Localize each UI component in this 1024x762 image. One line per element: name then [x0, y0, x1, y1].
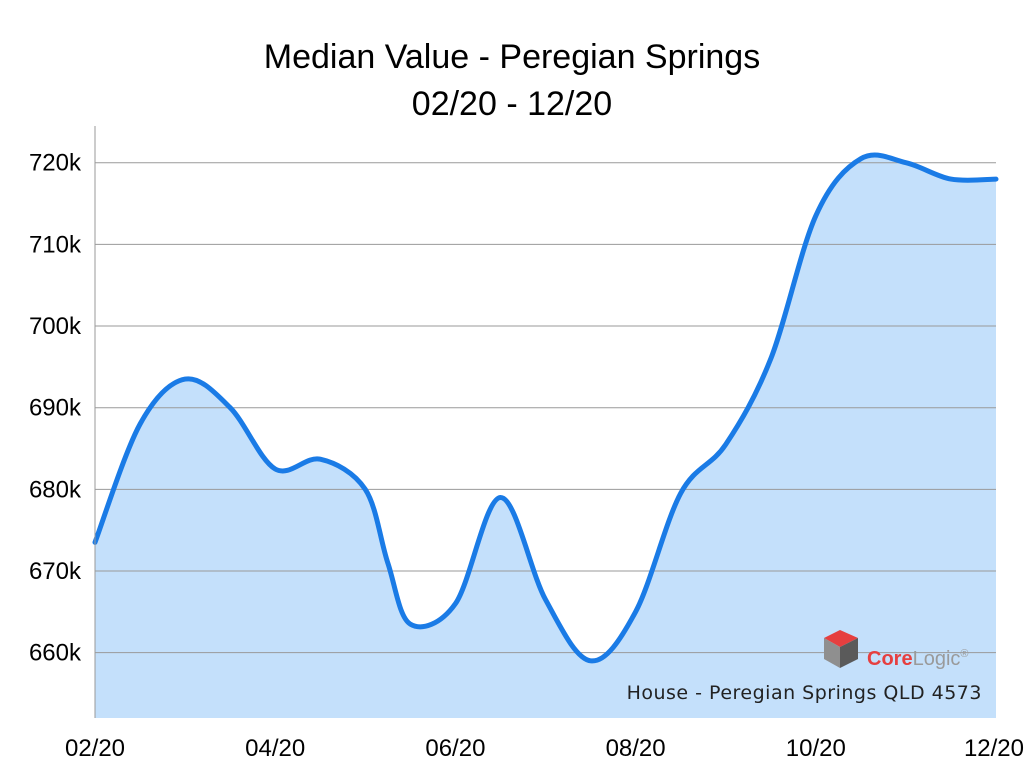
corelogic-logo: CoreLogic®: [824, 630, 969, 670]
y-axis-tick-labels: 660k 670k 680k 690k 700k 710k 720k: [29, 150, 82, 667]
chart-subtitle: 02/20 - 12/20: [412, 85, 612, 123]
logo-text-logic: Logic: [913, 648, 961, 670]
property-footnote: House - Peregian Springs QLD 4573: [627, 682, 982, 704]
logo-registered-mark: ®: [960, 648, 968, 660]
x-axis-tick-labels: 02/20 04/20 06/20 08/20 10/20 12/20: [65, 735, 1024, 762]
x-tick-label: 06/20: [425, 735, 485, 762]
gridlines: [95, 162, 996, 654]
y-tick-label: 670k: [29, 558, 82, 585]
y-tick-label: 710k: [29, 231, 82, 258]
series-line: [92, 152, 999, 664]
plot-area: [92, 126, 999, 718]
x-tick-label: 10/20: [786, 735, 846, 762]
area-fill: [95, 154, 996, 718]
svg-text:CoreLogic®: CoreLogic®: [867, 648, 969, 670]
y-tick-label: 690k: [29, 395, 82, 422]
x-tick-label: 08/20: [606, 735, 666, 762]
logo-text-core: Core: [867, 648, 913, 670]
y-tick-label: 660k: [29, 640, 82, 667]
chart-title: Median Value - Peregian Springs: [264, 38, 760, 76]
y-tick-label: 720k: [29, 150, 82, 177]
y-tick-label: 700k: [29, 313, 82, 340]
x-tick-label: 02/20: [65, 735, 125, 762]
x-tick-label: 12/20: [964, 735, 1024, 762]
corelogic-cube-icon: [824, 630, 858, 668]
x-tick-label: 04/20: [245, 735, 305, 762]
y-tick-label: 680k: [29, 476, 82, 503]
